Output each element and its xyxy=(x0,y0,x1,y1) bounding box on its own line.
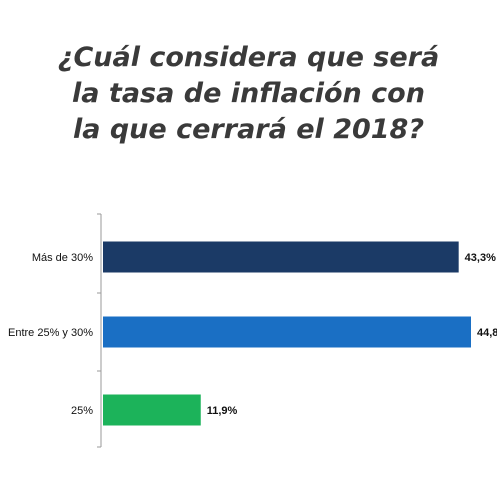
category-label: 25% xyxy=(71,405,93,417)
value-label: 43,3% xyxy=(465,252,496,264)
category-label: Entre 25% y 30% xyxy=(8,327,93,339)
bar-3 xyxy=(103,394,201,426)
value-label: 11,9% xyxy=(207,405,238,417)
title-line-2: la tasa de inflación con xyxy=(72,78,425,109)
category-label: Más de 30% xyxy=(32,252,93,264)
title-line-1: ¿Cuál considera que será xyxy=(57,42,440,73)
chart-title: ¿Cuál considera que será la tasa de infl… xyxy=(0,40,497,148)
value-label: 44,8% xyxy=(477,327,497,339)
bar-1 xyxy=(103,241,459,273)
title-line-3: la que cerrará el 2018? xyxy=(72,114,424,145)
bar-2 xyxy=(103,316,471,348)
